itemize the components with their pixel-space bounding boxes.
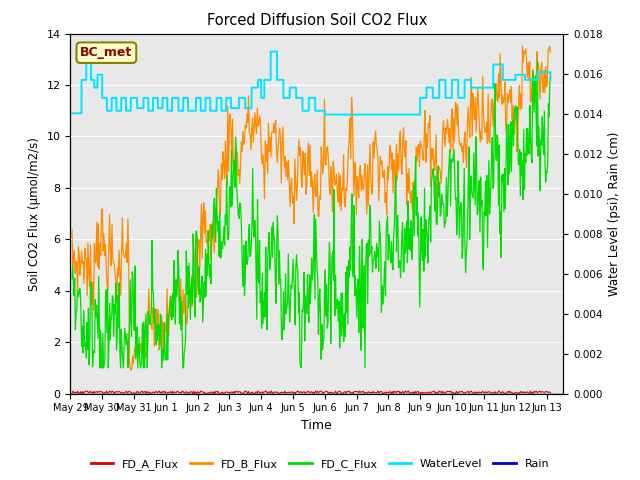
Title: Forced Diffusion Soil CO2 Flux: Forced Diffusion Soil CO2 Flux [207,13,427,28]
Text: BC_met: BC_met [80,46,132,59]
Y-axis label: Water Level (psi), Rain (cm): Water Level (psi), Rain (cm) [608,132,621,296]
Legend: FD_A_Flux, FD_B_Flux, FD_C_Flux, WaterLevel, Rain: FD_A_Flux, FD_B_Flux, FD_C_Flux, WaterLe… [86,455,554,474]
Y-axis label: Soil CO2 Flux (μmol/m2/s): Soil CO2 Flux (μmol/m2/s) [28,137,41,290]
X-axis label: Time: Time [301,419,332,432]
